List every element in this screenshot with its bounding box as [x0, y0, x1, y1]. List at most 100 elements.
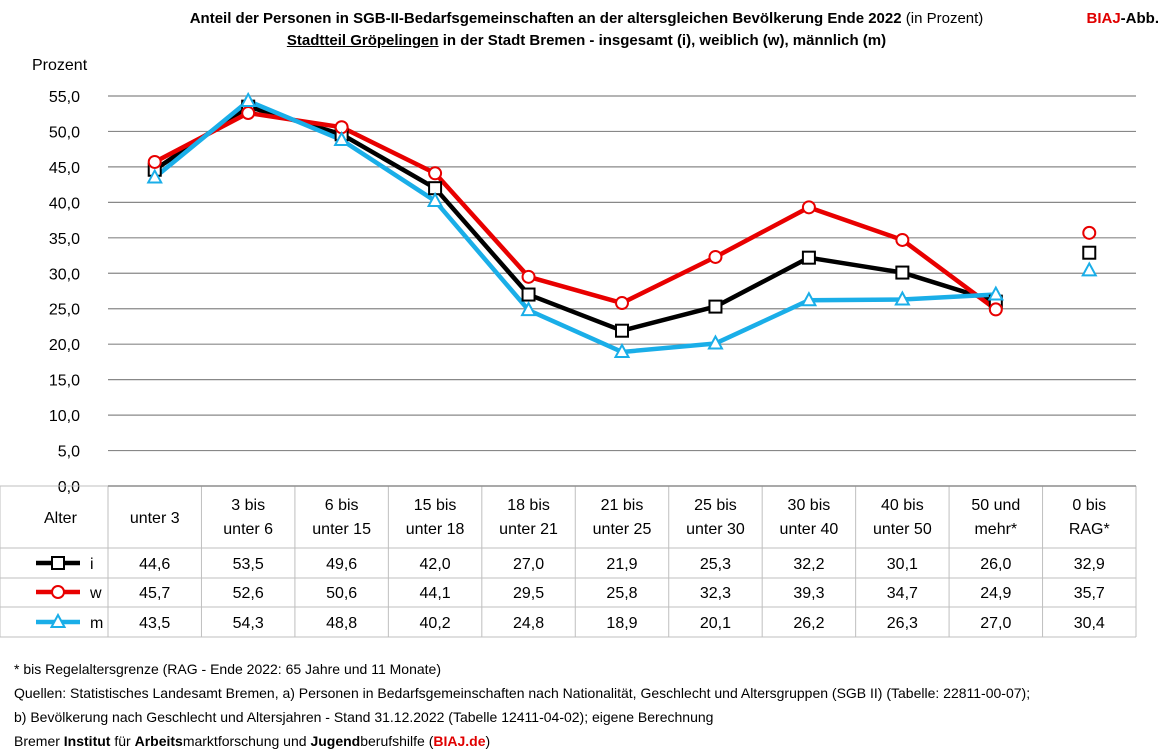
- title-line-2: Stadtteil Gröpelingen in der Stadt Breme…: [0, 30, 1173, 52]
- data-label-w: 29,5: [513, 585, 544, 602]
- title-line-1: Anteil der Personen in SGB-II-Bedarfsgem…: [0, 8, 1173, 30]
- data-point-i: [801, 250, 816, 265]
- data-point-m: [894, 290, 911, 306]
- data-point-i: [615, 323, 629, 338]
- data-label-w: 52,6: [233, 585, 264, 602]
- data-label-m: 20,1: [700, 615, 731, 632]
- biaj-tag: BIAJ-Abb.: [1086, 8, 1159, 30]
- data-label-m: 18,9: [606, 615, 637, 632]
- biaj-link[interactable]: BIAJ.de: [433, 733, 486, 749]
- x-tick-label: 30 bis: [788, 497, 831, 514]
- y-tick-label: 20,0: [49, 337, 80, 354]
- title-district: Stadtteil Gröpelingen: [286, 32, 439, 49]
- x-tick-label: unter 25: [593, 521, 652, 538]
- x-tick-label: 18 bis: [507, 497, 550, 514]
- data-label-i: 32,2: [793, 556, 824, 573]
- x-tick-label: unter 18: [406, 521, 465, 538]
- data-label-i: 49,6: [326, 556, 357, 573]
- y-tick-label: 55,0: [49, 89, 80, 106]
- legend-label-i: i: [90, 556, 94, 573]
- y-tick-label: 40,0: [49, 195, 80, 212]
- data-point-m: [1081, 261, 1098, 277]
- footnote-population: b) Bevölkerung nach Geschlecht und Alter…: [14, 709, 714, 725]
- series-line-w: [153, 110, 998, 312]
- data-label-w: 35,7: [1074, 585, 1105, 602]
- y-tick-label: 10,0: [49, 408, 80, 425]
- data-label-m: 40,2: [420, 615, 451, 632]
- chart-title: Anteil der Personen in SGB-II-Bedarfsgem…: [0, 8, 1173, 52]
- data-label-i: 30,1: [887, 556, 918, 573]
- data-point-w: [615, 296, 629, 311]
- x-tick-label: 50 und: [971, 497, 1020, 514]
- data-point-w: [708, 249, 723, 264]
- y-tick-label: 45,0: [49, 160, 80, 177]
- data-point-w: [801, 200, 816, 215]
- data-label-w: 39,3: [793, 585, 824, 602]
- data-label-w: 25,8: [606, 585, 637, 602]
- data-label-i: 42,0: [420, 556, 451, 573]
- legend-marker-w: [51, 585, 65, 599]
- data-label-w: 45,7: [139, 585, 170, 602]
- data-point-m: [987, 285, 1004, 301]
- data-label-i: 32,9: [1074, 556, 1105, 573]
- y-tick-label: 0,0: [58, 479, 80, 496]
- y-tick-label: 30,0: [49, 266, 80, 283]
- data-label-i: 25,3: [700, 556, 731, 573]
- data-point-m: [426, 191, 444, 207]
- title-main: Anteil der Personen in SGB-II-Bedarfsgem…: [189, 10, 902, 27]
- data-point-m: [800, 291, 818, 307]
- legend-marker-i: [51, 556, 65, 570]
- x-tick-label: RAG*: [1069, 521, 1110, 538]
- data-point-w: [895, 232, 910, 247]
- data-point-m: [707, 334, 724, 350]
- x-tick-label: 0 bis: [1072, 497, 1106, 514]
- legend-label-m: m: [90, 615, 103, 632]
- y-tick-label: 35,0: [49, 231, 80, 248]
- footnote-sources: Quellen: Statistisches Landesamt Bremen,…: [14, 685, 1031, 701]
- footnote-institute: Bremer Institut für Arbeitsmarktforschun…: [14, 733, 491, 749]
- footnotes: * bis Regelaltersgrenze (RAG - Ende 2022…: [14, 657, 1030, 753]
- y-tick-label: 15,0: [49, 373, 80, 390]
- legend-marker-m: [49, 612, 67, 628]
- series-line-i: [153, 104, 997, 333]
- biaj-tag-black: -Abb.: [1120, 10, 1159, 27]
- data-label-m: 27,0: [980, 615, 1011, 632]
- x-tick-label: 15 bis: [414, 497, 457, 514]
- data-label-m: 48,8: [326, 615, 357, 632]
- y-tick-label: 5,0: [58, 444, 80, 461]
- legend-label-w: w: [89, 585, 102, 602]
- data-label-w: 24,9: [980, 585, 1011, 602]
- data-point-w: [428, 166, 443, 181]
- data-label-m: 26,2: [793, 615, 824, 632]
- data-point-w: [1082, 225, 1097, 240]
- data-label-m: 24,8: [513, 615, 544, 632]
- x-axis-label: Alter: [44, 510, 78, 527]
- data-point-i: [708, 299, 723, 314]
- data-point-m: [613, 342, 631, 358]
- data-label-w: 50,6: [326, 585, 357, 602]
- x-tick-label: 21 bis: [601, 497, 644, 514]
- data-point-w: [241, 106, 256, 121]
- data-point-i: [1082, 245, 1097, 260]
- series-line-m: [153, 98, 996, 355]
- data-point-w: [147, 154, 162, 169]
- data-label-m: 43,5: [139, 615, 170, 632]
- data-label-i: 53,5: [233, 556, 264, 573]
- data-point-w: [521, 269, 536, 284]
- x-tick-label: unter 50: [873, 521, 932, 538]
- data-label-i: 27,0: [513, 556, 544, 573]
- data-point-m: [520, 301, 537, 317]
- x-tick-label: unter 30: [686, 521, 745, 538]
- data-label-w: 34,7: [887, 585, 918, 602]
- chart-area: Prozent 0,0 5,0 10,0 15,0 20,0 25,0 30,0 35,0 40,…: [0, 57, 1137, 638]
- data-point-i: [521, 287, 536, 302]
- data-point-m: [333, 130, 350, 146]
- x-tick-label: unter 15: [312, 521, 371, 538]
- footnote-rag: * bis Regelaltersgrenze (RAG - Ende 2022…: [14, 661, 441, 677]
- x-tick-label: unter 6: [223, 521, 273, 538]
- data-label-m: 30,4: [1074, 615, 1105, 632]
- data-label-i: 26,0: [980, 556, 1011, 573]
- x-tick-label: 40 bis: [881, 497, 924, 514]
- data-label-m: 26,3: [887, 615, 918, 632]
- title-unit: (in Prozent): [905, 10, 984, 27]
